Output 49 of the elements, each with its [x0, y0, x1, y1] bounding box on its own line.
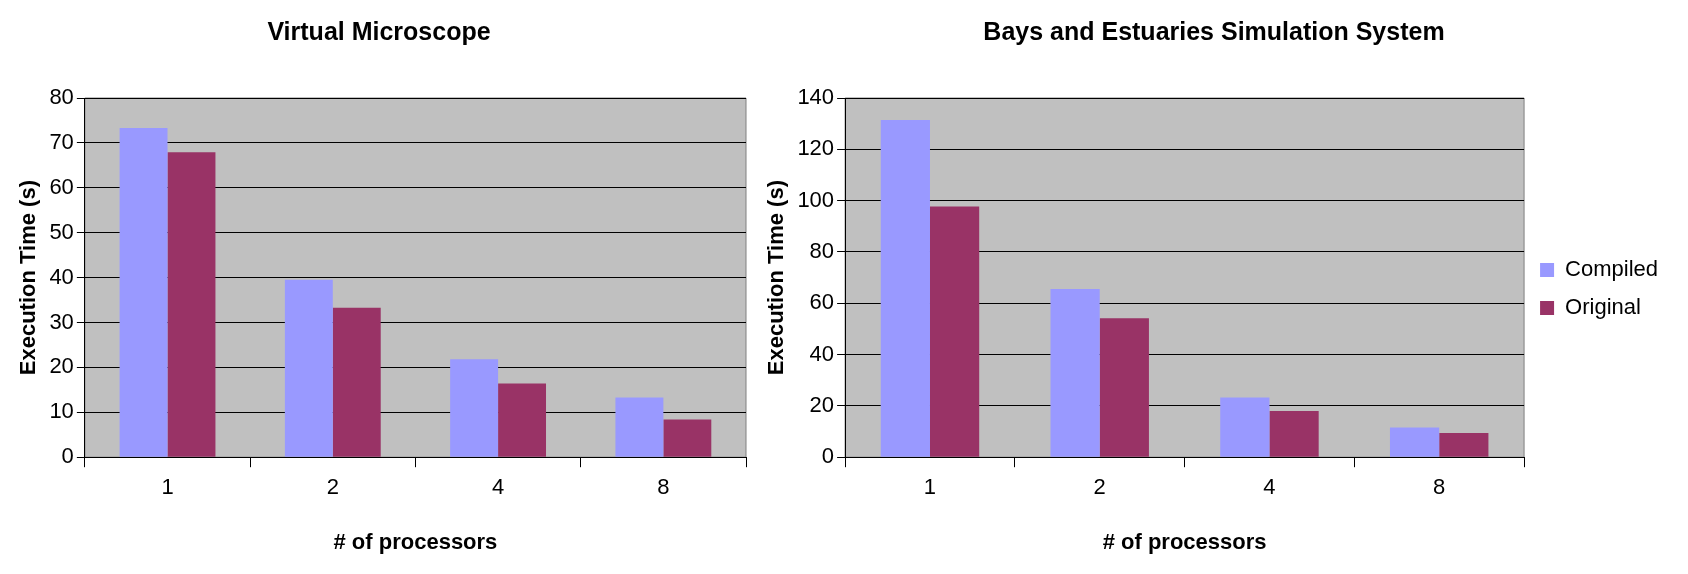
- bar: [119, 128, 168, 457]
- y-tick-label: 10: [49, 398, 74, 424]
- bar: [332, 307, 381, 457]
- y-tick-label: 0: [61, 443, 74, 469]
- bar: [1269, 411, 1319, 457]
- bar: [1050, 288, 1100, 457]
- bar: [498, 383, 547, 457]
- x-axis-title: # of processors: [1102, 528, 1267, 554]
- bar: [929, 206, 980, 457]
- x-tick-label: 8: [1433, 474, 1446, 500]
- y-tick-label: 0: [821, 443, 835, 469]
- bar: [1439, 433, 1489, 457]
- y-tick-label: 60: [49, 173, 74, 199]
- bar: [663, 419, 712, 457]
- y-tick-label: 20: [809, 391, 835, 417]
- y-axis-title: Execution Time (s): [15, 180, 41, 376]
- x-tick-label: 4: [491, 474, 505, 500]
- bar: [1389, 427, 1440, 457]
- x-tick-label: 2: [1093, 474, 1106, 500]
- x-tick-label: 8: [657, 474, 670, 500]
- y-tick-label: 120: [797, 135, 835, 161]
- y-axis-title: Execution Time (s): [763, 180, 789, 376]
- y-tick-label: 60: [809, 289, 835, 315]
- y-tick-label: 30: [49, 308, 74, 334]
- x-tick-label: 1: [923, 474, 937, 500]
- bar: [450, 359, 499, 457]
- y-tick-label: 140: [797, 84, 835, 110]
- y-tick-label: 40: [49, 263, 74, 289]
- chart-title: Bays and Estuaries Simulation System: [983, 16, 1445, 45]
- y-tick-label: 20: [49, 353, 74, 379]
- legend-label: Compiled: [1565, 256, 1659, 282]
- bar: [284, 279, 333, 457]
- y-tick-label: 100: [797, 186, 835, 212]
- bar: [167, 152, 216, 457]
- bar: [615, 397, 664, 457]
- bar: [1220, 397, 1270, 457]
- chart-title: Virtual Microscope: [267, 16, 491, 45]
- y-tick-label: 80: [49, 84, 74, 110]
- x-tick-label: 1: [161, 474, 174, 500]
- x-axis-title: # of processors: [333, 528, 498, 554]
- y-tick-label: 70: [49, 128, 74, 154]
- y-tick-label: 80: [809, 238, 835, 264]
- bar: [1099, 318, 1149, 457]
- x-tick-label: 2: [326, 474, 339, 500]
- bar: [880, 120, 930, 457]
- legend-label: Original: [1565, 294, 1641, 320]
- x-tick-label: 4: [1263, 474, 1276, 500]
- y-tick-label: 40: [809, 340, 835, 366]
- y-tick-label: 50: [49, 218, 74, 244]
